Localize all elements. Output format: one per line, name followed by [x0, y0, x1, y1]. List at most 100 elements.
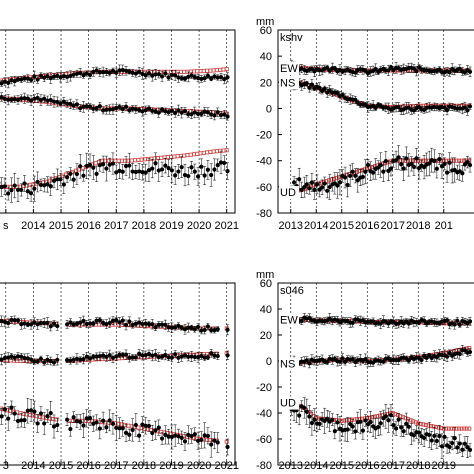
observed-point: [383, 414, 388, 419]
observed-point: [110, 421, 116, 426]
observed-point: [202, 433, 207, 438]
observed-point: [215, 162, 220, 168]
x-tick-label: 2021: [214, 460, 238, 472]
observed-point: [104, 321, 109, 327]
model-point: [434, 425, 439, 430]
model-point: [188, 152, 193, 157]
observed-point: [457, 351, 462, 357]
component-label: UD: [280, 398, 296, 410]
observed-point: [97, 70, 102, 75]
observed-point: [58, 101, 63, 106]
observed-point: [209, 328, 214, 333]
observed-point: [365, 162, 371, 167]
y-tick-label: -20: [256, 130, 272, 142]
observed-point: [166, 165, 171, 171]
component-label: NS: [280, 359, 295, 371]
observed-point: [22, 181, 27, 186]
series-group: [0, 315, 230, 458]
observed-point: [114, 317, 119, 323]
model-point: [221, 148, 226, 153]
observed-point: [225, 114, 230, 119]
observed-point: [130, 70, 135, 75]
model-point: [54, 417, 59, 422]
observed-point: [133, 422, 138, 428]
observed-point: [320, 185, 325, 190]
observed-point: [434, 438, 439, 444]
model-point: [97, 322, 102, 327]
observed-point: [74, 419, 80, 424]
y-tick-label: 0: [266, 356, 272, 368]
observed-point: [2, 319, 7, 324]
y-tick-label: -20: [256, 382, 272, 394]
observed-point: [437, 157, 442, 162]
observed-point: [137, 169, 142, 174]
observed-point: [38, 320, 44, 326]
observed-point: [182, 76, 188, 81]
observed-point: [78, 419, 83, 424]
observed-point: [127, 69, 132, 74]
observed-point: [143, 73, 148, 78]
unit-label: mm: [256, 16, 274, 28]
observed-point: [222, 77, 227, 82]
observed-point: [45, 414, 50, 419]
observed-point: [307, 361, 312, 366]
observed-point: [163, 163, 168, 168]
observed-point: [130, 169, 135, 174]
observed-point: [137, 433, 142, 438]
y-tick-label: -60: [256, 434, 272, 446]
observed-point: [101, 320, 106, 325]
observed-point: [335, 183, 340, 188]
observed-point: [78, 106, 83, 111]
observed-point: [299, 187, 304, 192]
model-point: [159, 155, 164, 160]
observed-point: [205, 110, 210, 115]
observed-point: [386, 418, 391, 423]
observed-point: [107, 107, 112, 112]
x-tick-label: 2017: [381, 460, 405, 472]
observed-point: [51, 74, 57, 79]
observed-point: [68, 426, 73, 432]
plot-frame: [277, 29, 474, 214]
observed-point: [97, 426, 102, 431]
x-tick-label: 2018: [406, 460, 430, 472]
observed-point: [199, 353, 204, 359]
x-tick-label: 2013: [279, 220, 303, 232]
observed-point: [42, 75, 47, 80]
observed-point: [81, 357, 86, 362]
model-point: [139, 157, 144, 162]
model-point: [467, 345, 472, 350]
observed-point: [0, 414, 4, 419]
observed-point: [335, 90, 340, 96]
observed-point: [150, 73, 155, 78]
observed-point: [114, 425, 119, 430]
model-point: [198, 151, 203, 156]
y-tick-label: 60: [260, 25, 272, 37]
observed-point: [101, 162, 106, 167]
y-tick-label: -80: [256, 208, 272, 220]
observed-point: [130, 427, 135, 433]
observed-point: [123, 68, 129, 73]
observed-point: [81, 104, 86, 109]
observed-point: [22, 321, 27, 326]
observed-point: [12, 411, 17, 416]
observed-point: [117, 320, 122, 325]
observed-point: [179, 354, 184, 359]
observed-point: [38, 356, 44, 361]
component-label: UD: [280, 187, 296, 199]
x-tick-label: 2017: [104, 460, 128, 472]
observed-point: [97, 353, 102, 359]
observed-point: [411, 164, 417, 170]
observed-point: [130, 322, 135, 328]
observed-point: [205, 433, 210, 438]
model-point: [462, 158, 467, 163]
observed-point: [146, 71, 152, 76]
observed-point: [19, 77, 24, 82]
observed-point: [205, 167, 210, 172]
observed-point: [163, 432, 168, 437]
model-point: [41, 415, 46, 420]
component-label-bg: [279, 313, 299, 327]
observed-point: [411, 66, 417, 71]
observed-point: [2, 184, 7, 189]
observed-point: [12, 183, 17, 188]
observed-point: [74, 171, 80, 177]
